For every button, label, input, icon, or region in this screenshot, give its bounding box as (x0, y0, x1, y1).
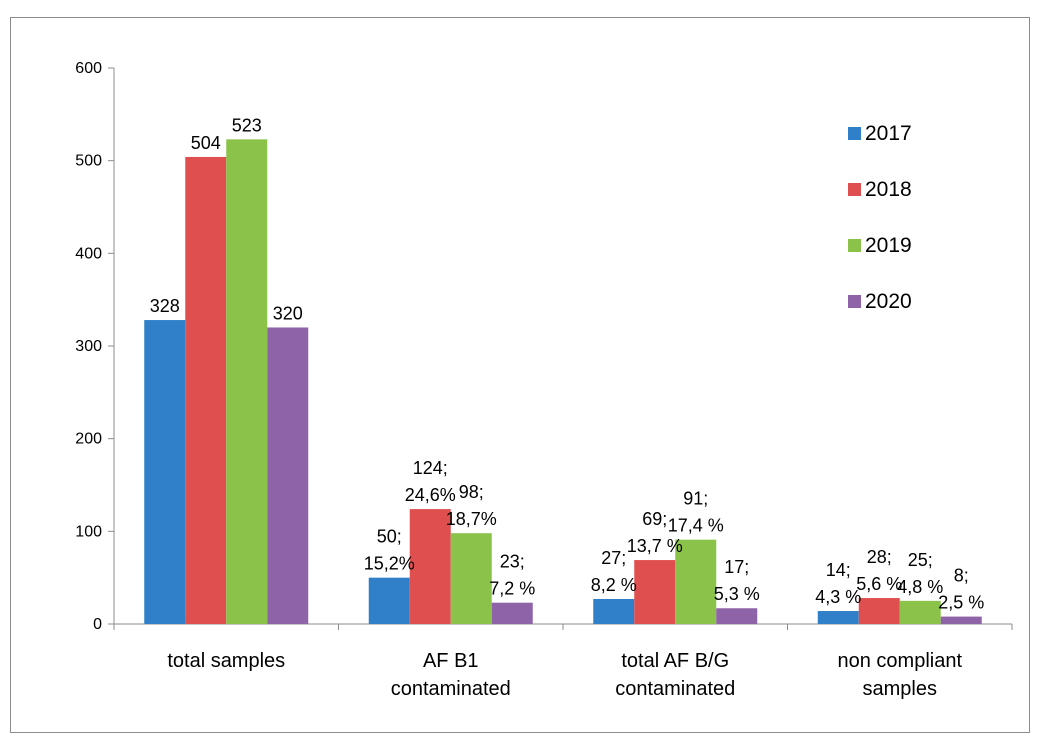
category-label: total AF B/G (621, 650, 729, 672)
data-label: 23; (500, 552, 525, 572)
bar-2017 (593, 598, 635, 624)
y-tick-label: 300 (75, 338, 102, 355)
data-label: 328 (150, 296, 180, 316)
data-label: 4,8 % (897, 577, 943, 597)
data-label: 50; (377, 527, 402, 547)
data-label: 98; (459, 482, 484, 502)
data-label: 504 (191, 133, 221, 153)
bar-2018 (858, 598, 900, 624)
category-label: total samples (167, 650, 285, 672)
bar-2019 (675, 539, 717, 624)
data-label: 8,2 % (591, 575, 637, 595)
bar-2020 (716, 608, 758, 624)
legend: 2017 2018 2019 2020 (848, 122, 912, 313)
category-label: samples (863, 678, 937, 700)
data-label: 14; (826, 560, 851, 580)
legend-swatch-2020 (848, 295, 861, 308)
bars-group (144, 139, 982, 624)
bar-2019 (899, 600, 941, 624)
category-label: contaminated (615, 678, 735, 700)
data-label: 13,7 % (627, 536, 683, 556)
data-labels-group: 328 504 523 320 50; 15,2% 124; 24,6% 98; 18,7% 23;… (150, 115, 985, 612)
data-label: 18,7% (446, 509, 497, 529)
data-label: 24,6% (405, 485, 456, 505)
category-label: non compliant (837, 650, 962, 672)
data-label: 5,6 % (856, 574, 902, 594)
bar-2017 (817, 611, 859, 624)
data-label: 27; (601, 548, 626, 568)
bar-2020 (940, 616, 982, 624)
legend-label: 2018 (865, 178, 912, 201)
legend-swatch-2018 (848, 183, 861, 196)
y-tick-label: 100 (75, 523, 102, 540)
bar-2018 (185, 156, 227, 624)
y-tick-label: 0 (93, 616, 102, 633)
x-axis (113, 623, 1013, 630)
legend-label: 2020 (865, 290, 912, 313)
legend-label: 2017 (865, 122, 912, 145)
data-label: 15,2% (364, 554, 415, 574)
y-tick-label: 500 (75, 153, 102, 170)
bar-2019 (226, 139, 268, 624)
data-label: 17; (724, 557, 749, 577)
legend-label: 2019 (865, 234, 912, 257)
data-label: 4,3 % (815, 587, 861, 607)
bar-2018 (634, 560, 676, 624)
data-label: 5,3 % (714, 584, 760, 604)
data-label: 523 (232, 115, 262, 135)
data-label: 17,4 % (668, 516, 724, 536)
bar-2019 (450, 533, 492, 624)
data-label: 124; (413, 458, 448, 478)
data-label: 7,2 % (489, 579, 535, 599)
bar-2020 (267, 327, 309, 624)
data-label: 69; (642, 509, 667, 529)
data-label: 25; (908, 550, 933, 570)
legend-swatch-2019 (848, 239, 861, 252)
bar-2018 (409, 509, 451, 624)
bar-2020 (491, 602, 533, 624)
y-tick-label: 200 (75, 431, 102, 448)
y-tick-label: 400 (75, 245, 102, 262)
legend-swatch-2017 (848, 127, 861, 140)
data-label: 91; (683, 489, 708, 509)
data-label: 2,5 % (938, 593, 984, 613)
data-label: 8; (954, 566, 969, 586)
data-label: 320 (273, 303, 303, 323)
category-labels-group: total samples AF B1 contaminated total AF B… (167, 650, 962, 700)
category-label: contaminated (391, 678, 511, 700)
bar-2017 (368, 577, 410, 624)
y-tick-label: 600 (75, 60, 102, 77)
bar-2017 (144, 320, 186, 624)
data-label: 28; (867, 547, 892, 567)
y-axis: 0 100 200 300 400 500 600 (75, 60, 115, 633)
category-label: AF B1 (423, 650, 479, 672)
